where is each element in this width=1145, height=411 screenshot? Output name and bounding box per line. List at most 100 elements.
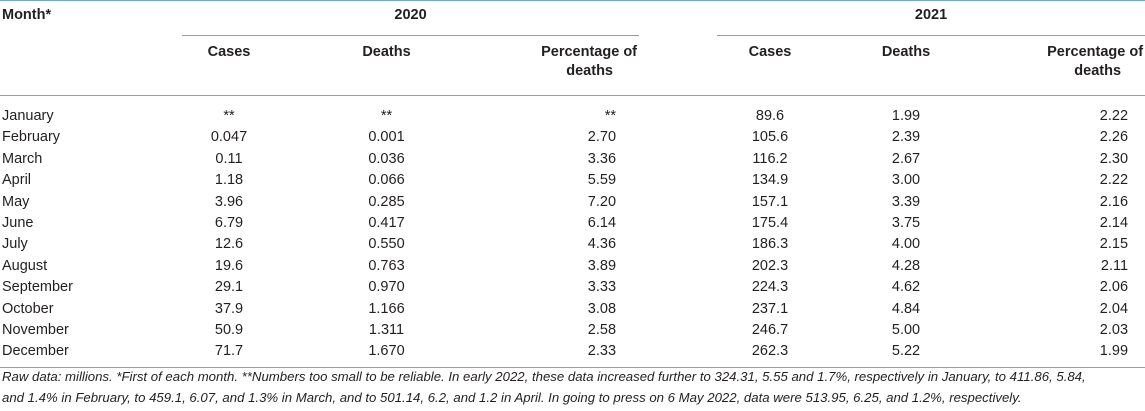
pct-2020-cell: 3.36 <box>587 150 617 167</box>
month-cell: November <box>2 322 69 339</box>
table-row: July 12.6 0.550 4.36 186.3 4.00 2.15 <box>0 234 1145 255</box>
table-row: November 50.9 1.311 2.58 246.7 5.00 2.03 <box>0 320 1145 341</box>
table-row: September 29.1 0.970 3.33 224.3 4.62 2.06 <box>0 277 1145 298</box>
deaths-2020-cell: 0.550 <box>368 236 405 253</box>
month-cell: April <box>2 172 32 189</box>
gap-cell <box>639 256 717 277</box>
cases-2020-cell: 19.6 <box>214 257 244 274</box>
pct-2020-header-line2: deaths <box>566 63 614 79</box>
cases-2021-cell: 262.3 <box>751 343 789 360</box>
table-row: April 1.18 0.066 5.59 134.9 3.00 2.22 <box>0 170 1145 191</box>
deaths-2020-cell: 1.670 <box>368 343 405 360</box>
month-cell: February <box>2 129 61 146</box>
gap-cell <box>639 299 717 320</box>
pct-2020-cell: 2.33 <box>587 343 617 360</box>
deaths-2021-cell: 5.22 <box>891 343 921 360</box>
pct-2021-cell: 2.26 <box>1099 129 1129 146</box>
deaths-2021-cell: 4.84 <box>891 300 921 317</box>
footnote-line-1: Raw data: millions. *First of each month… <box>2 369 1086 384</box>
deaths-2020-cell: 0.417 <box>368 215 405 232</box>
data-table-container: Month* 2020 2021 Cases Deaths Percentage… <box>0 0 1145 368</box>
deaths-2020-cell: 0.285 <box>368 193 405 210</box>
deaths-2020-cell: 0.970 <box>368 279 405 296</box>
subheader-gap <box>639 36 717 96</box>
cases-2021-cell: 237.1 <box>751 300 789 317</box>
pct-2020-cell: 5.59 <box>587 172 617 189</box>
cases-2021-cell: 224.3 <box>751 279 789 296</box>
pct-2020-cell: 7.20 <box>587 193 617 210</box>
subheader-blank <box>0 36 182 96</box>
pct-2021-cell: 2.15 <box>1099 236 1129 253</box>
deaths-2020-cell: ** <box>380 108 393 124</box>
pct-2020-header: Percentage of deaths <box>479 36 639 96</box>
pct-2021-cell: 1.99 <box>1099 343 1129 360</box>
gap-cell <box>639 277 717 298</box>
cases-2020-header: Cases <box>207 44 251 60</box>
table-row: December 71.7 1.670 2.33 262.3 5.22 1.99 <box>0 341 1145 368</box>
pct-2021-cell: 2.04 <box>1099 300 1129 317</box>
pct-2021-cell: 2.22 <box>1099 108 1129 124</box>
gap-cell <box>639 341 717 367</box>
cases-2021-cell: 246.7 <box>751 322 789 339</box>
deaths-2021-cell: 1.99 <box>891 108 921 124</box>
pct-2020-cell: 3.89 <box>587 257 617 274</box>
gap-cell <box>639 192 717 213</box>
footnote-line-2: and 1.4% in February, to 459.1, 6.07, an… <box>2 390 1022 405</box>
cases-2021-cell: 175.4 <box>751 215 789 232</box>
gap-cell <box>639 320 717 341</box>
cases-2020-cell: 3.96 <box>214 193 244 210</box>
pct-2021-cell: 2.16 <box>1099 193 1129 210</box>
cases-2021-cell: 157.1 <box>751 193 789 210</box>
gap-cell <box>639 170 717 191</box>
month-cell: August <box>2 257 48 274</box>
deaths-2021-cell: 2.67 <box>891 150 921 167</box>
deaths-2020-cell: 1.166 <box>368 300 405 317</box>
pct-2021-cell: 2.22 <box>1099 172 1129 189</box>
deaths-2020-cell: 0.763 <box>368 257 405 274</box>
table-row: May 3.96 0.285 7.20 157.1 3.39 2.16 <box>0 192 1145 213</box>
month-cell: May <box>2 193 30 210</box>
cases-2020-cell: 0.11 <box>215 150 243 167</box>
gap-cell <box>639 96 717 128</box>
pct-2021-cell: 2.30 <box>1099 150 1129 167</box>
cases-2020-cell: 71.7 <box>214 343 244 360</box>
cases-2020-cell: 12.6 <box>214 236 244 253</box>
deaths-2020-cell: 0.066 <box>368 172 405 189</box>
month-cell: June <box>2 215 34 232</box>
covid-cases-deaths-table: Month* 2020 2021 Cases Deaths Percentage… <box>0 0 1145 368</box>
header-gap <box>639 1 717 36</box>
deaths-2021-cell: 3.39 <box>891 193 921 210</box>
table-footnote: Raw data: millions. *First of each month… <box>2 366 1142 408</box>
deaths-2021-cell: 5.00 <box>891 322 921 339</box>
deaths-2020-cell: 0.036 <box>368 150 405 167</box>
gap-cell <box>639 127 717 148</box>
deaths-2021-cell: 4.62 <box>891 279 921 296</box>
table-row: October 37.9 1.166 3.08 237.1 4.84 2.04 <box>0 299 1145 320</box>
deaths-2020-cell: 0.001 <box>368 129 405 146</box>
year-2020-header: 2020 <box>182 0 640 36</box>
table-row: January ** ** ** 89.6 1.99 2.22 <box>0 96 1145 128</box>
cases-2021-cell: 116.2 <box>752 150 788 167</box>
month-cell: October <box>2 300 54 317</box>
month-cell: July <box>2 236 28 253</box>
deaths-2021-cell: 3.75 <box>891 215 921 232</box>
cases-2021-cell: 202.3 <box>751 257 789 274</box>
month-column-header: Month* <box>2 7 52 23</box>
gap-cell <box>639 213 717 234</box>
table-row: August 19.6 0.763 3.89 202.3 4.28 2.11 <box>0 256 1145 277</box>
pct-2020-cell: ** <box>604 108 617 124</box>
month-cell: March <box>2 150 43 167</box>
deaths-2020-cell: 1.311 <box>368 322 405 339</box>
deaths-2021-cell: 4.28 <box>891 257 921 274</box>
pct-2021-cell: 2.06 <box>1099 279 1129 296</box>
pct-2021-cell: 2.14 <box>1099 215 1129 232</box>
deaths-2021-cell: 3.00 <box>891 172 921 189</box>
deaths-2020-header: Deaths <box>362 44 411 60</box>
month-cell: September <box>2 279 73 296</box>
deaths-2021-cell: 2.39 <box>891 129 921 146</box>
cases-2021-cell: 105.6 <box>751 129 789 146</box>
pct-2021-cell: 2.03 <box>1099 322 1129 339</box>
year-2021-header: 2021 <box>717 0 1145 36</box>
cases-2021-cell: 134.9 <box>751 172 789 189</box>
table-row: June 6.79 0.417 6.14 175.4 3.75 2.14 <box>0 213 1145 234</box>
